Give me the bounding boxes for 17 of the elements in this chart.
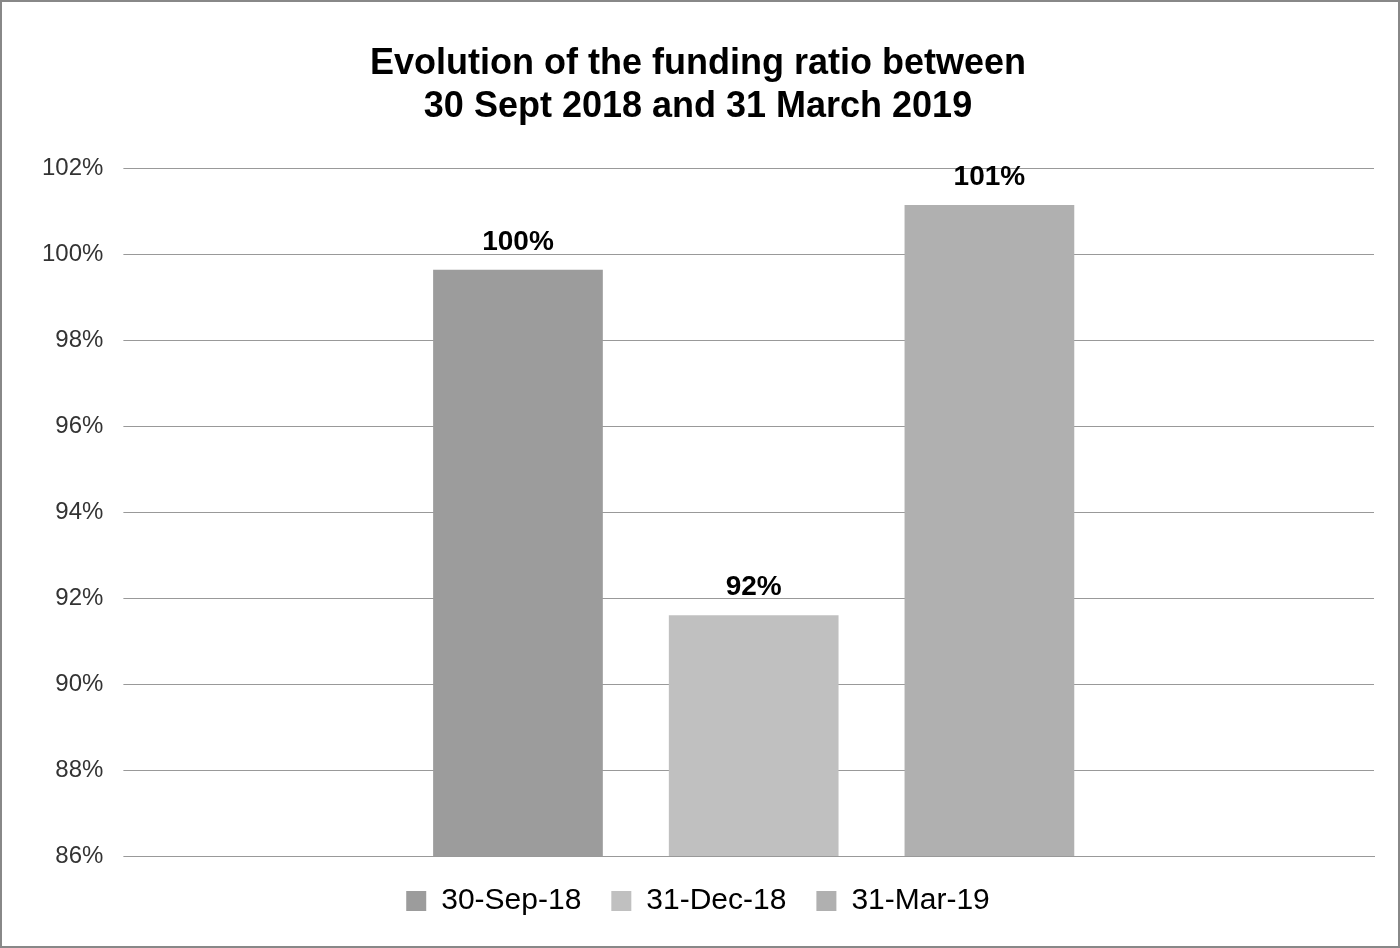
legend-label: 30-Sep-18 bbox=[441, 882, 582, 916]
y-tick-label: 102% bbox=[41, 153, 104, 181]
text: Evolution of the funding ratio between bbox=[370, 40, 1026, 82]
data-label: 92% bbox=[725, 570, 782, 602]
y-tick-label: 86% bbox=[55, 840, 104, 868]
y-tick-label: 88% bbox=[55, 754, 104, 782]
text: 30 Sept 2018 and 31 March 2019 bbox=[423, 83, 973, 125]
legend-label: 31-Mar-19 bbox=[851, 882, 990, 916]
y-tick-label: 100% bbox=[41, 238, 104, 266]
y-tick-label: 94% bbox=[55, 496, 104, 524]
y-tick-label: 92% bbox=[55, 582, 104, 610]
data-label: 100% bbox=[482, 224, 554, 256]
legend-label: 31-Dec-18 bbox=[646, 882, 787, 916]
y-tick-label: 98% bbox=[55, 324, 104, 352]
data-label: 101% bbox=[953, 159, 1026, 191]
y-tick-label: 96% bbox=[55, 410, 104, 438]
y-tick-label: 90% bbox=[55, 668, 104, 696]
